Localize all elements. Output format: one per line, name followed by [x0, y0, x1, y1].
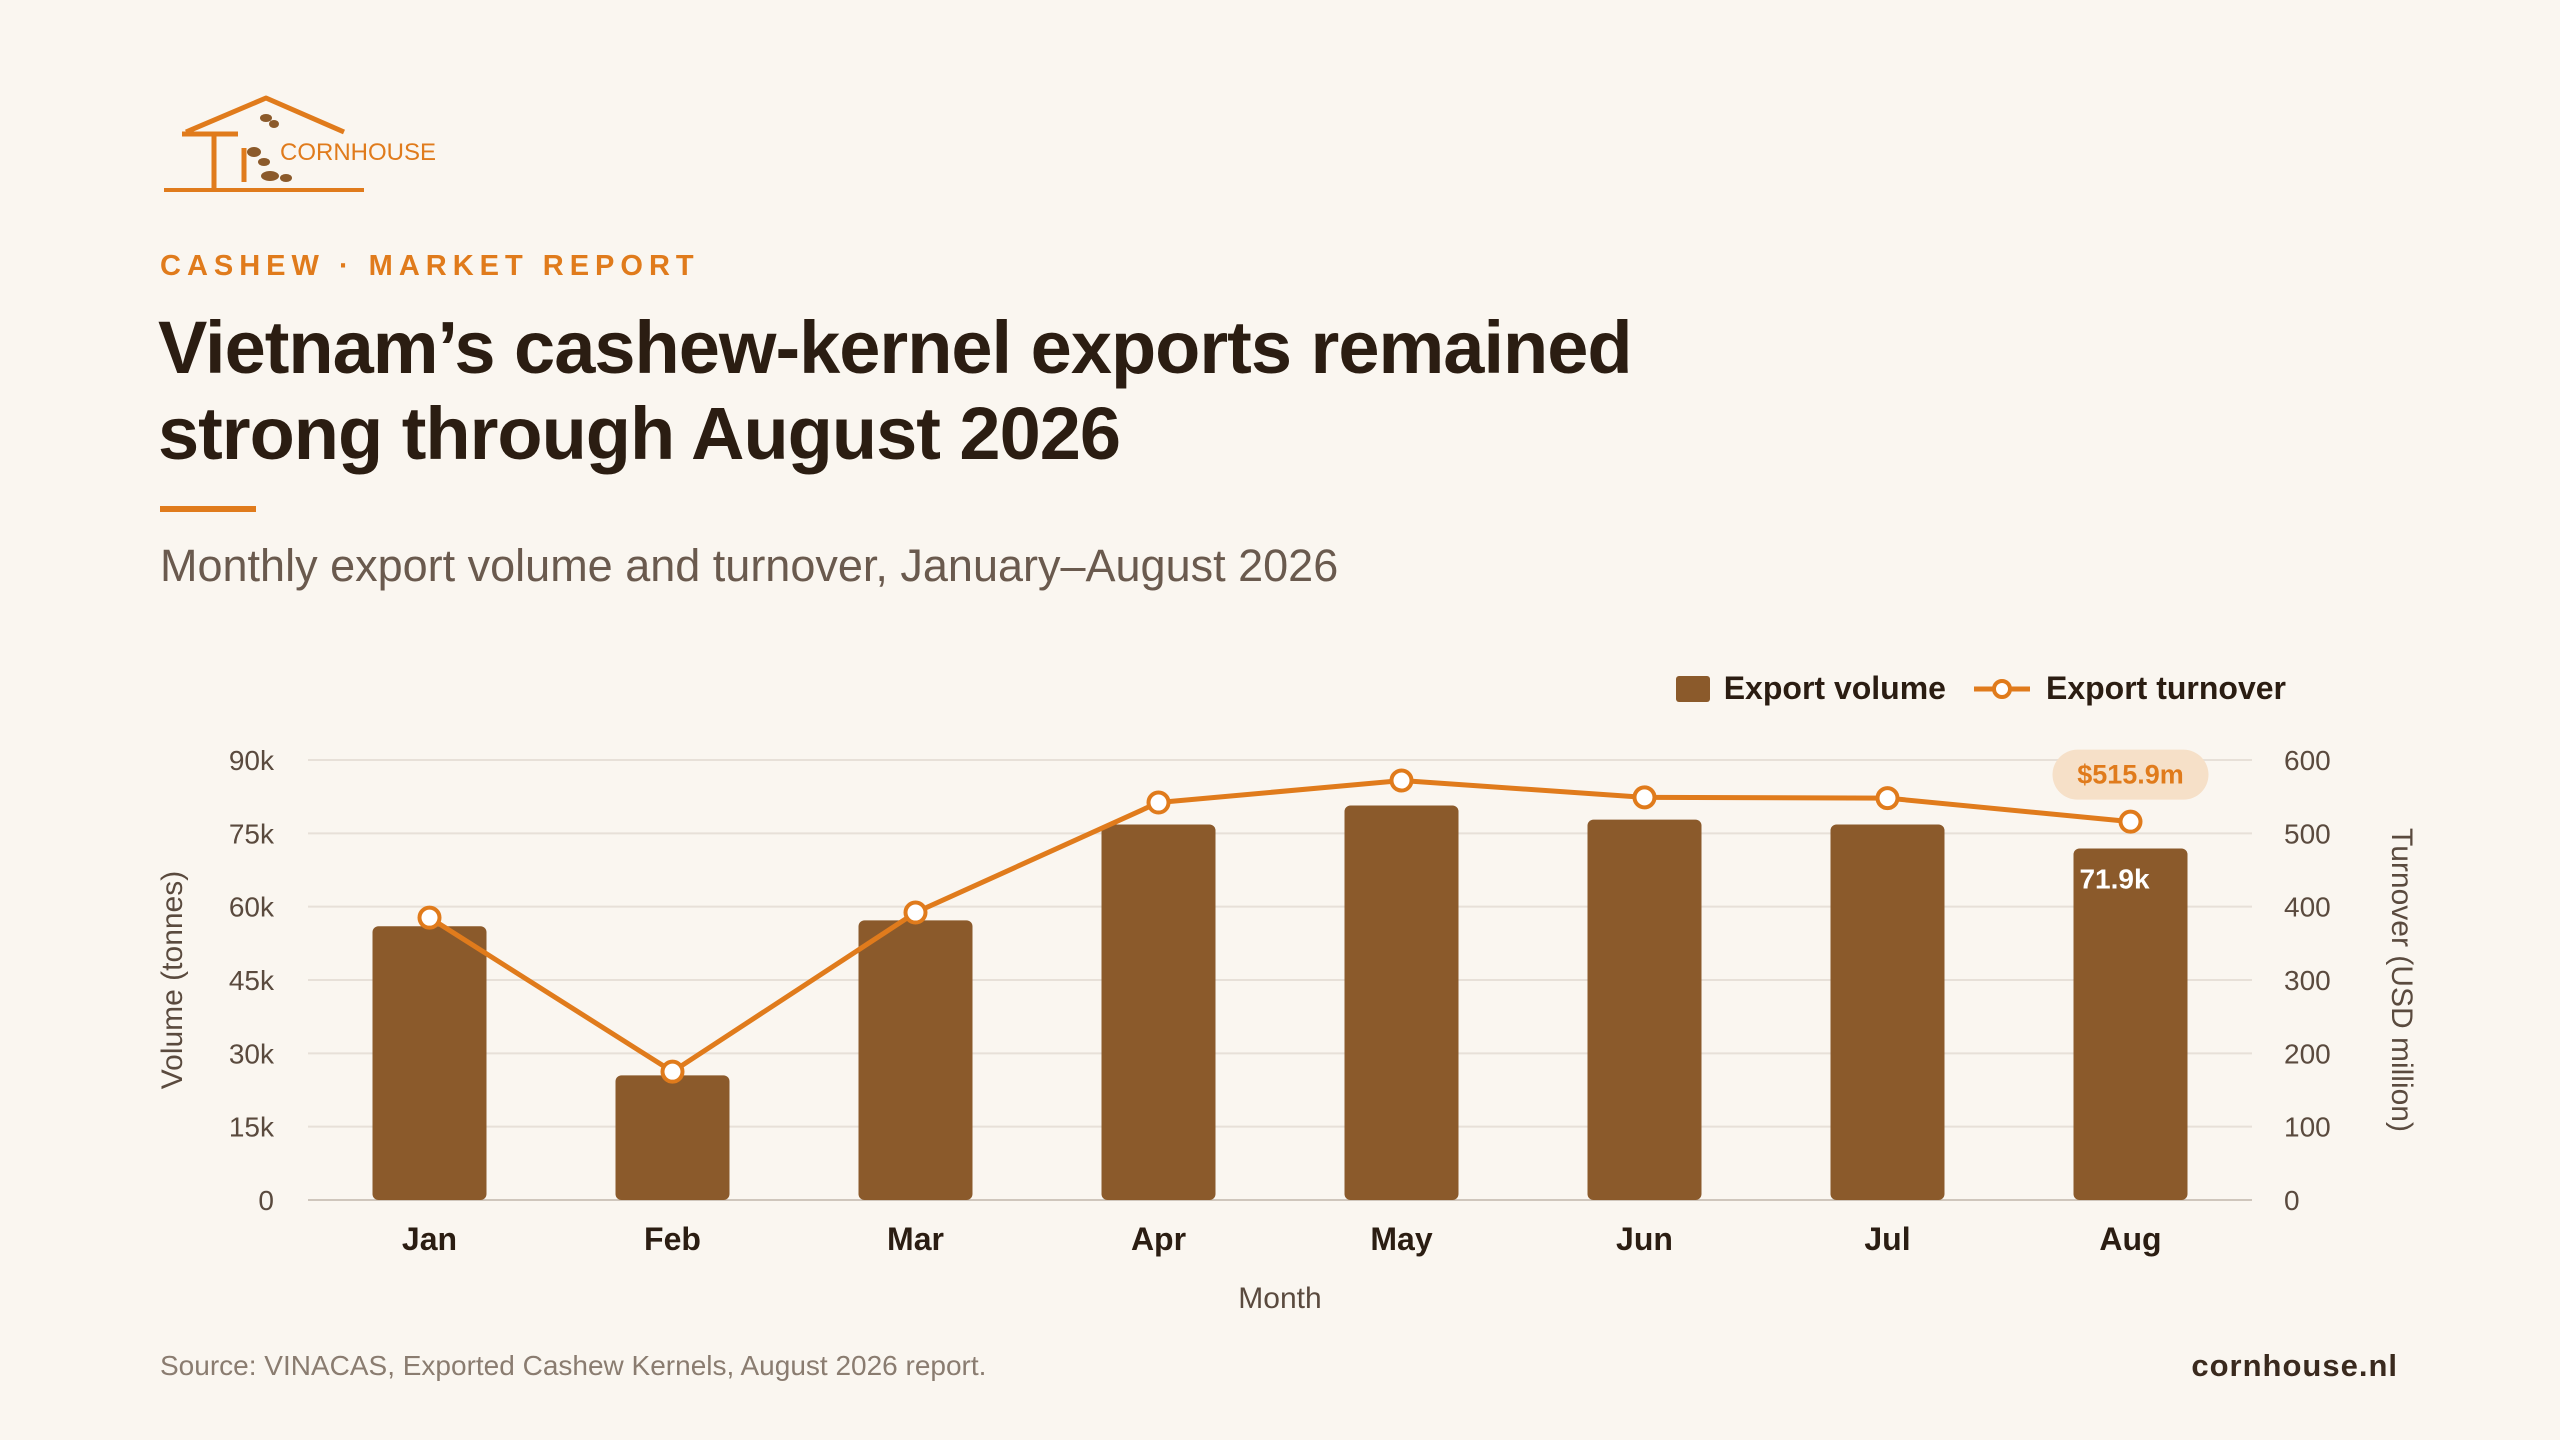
subtitle: Monthly export volume and turnover, Janu… [160, 540, 1339, 591]
turnover-point [1389, 768, 1414, 793]
volume-bar [1344, 805, 1459, 1200]
x-tick-label: Feb [644, 1221, 701, 1257]
volume-bar [1830, 824, 1945, 1200]
volume-bar [1587, 819, 1702, 1200]
volume-bar [2073, 848, 2188, 1200]
source-note: Source: VINACAS, Exported Cashew Kernels… [160, 1350, 987, 1381]
page-title: Vietnam’s cashew-kernel exports remained… [158, 306, 1633, 475]
x-axis-title: Month [1238, 1282, 1321, 1315]
volume-bar [615, 1075, 730, 1200]
turnover-point [1875, 786, 1900, 811]
y2-tick-label: 0 [2284, 1185, 2300, 1216]
legend-bar-swatch [1675, 675, 1710, 702]
x-tick-label: Aug [2099, 1221, 2161, 1257]
volume-bar [858, 920, 973, 1200]
turnover-point [660, 1059, 685, 1084]
y-tick-label: 0 [258, 1185, 274, 1216]
legend-item-volume: Export volume [1675, 670, 1946, 707]
y2-tick-label: 300 [2284, 965, 2331, 996]
x-tick-label: May [1370, 1221, 1432, 1257]
y2-tick-label: 200 [2284, 1038, 2331, 1069]
volume-bar [372, 926, 487, 1200]
turnover-point [2118, 809, 2143, 834]
chart-legend: Export volume Export turnover [1675, 670, 2286, 707]
y-tick-label: 30k [229, 1038, 275, 1069]
combo-chart: 0 15k 30k 45k 60k 75k 90k 0 100 200 300 400 500 600 Vo… [156, 745, 2418, 1315]
turnover-label-pill [2052, 749, 2209, 800]
turnover-point [903, 900, 928, 925]
cornhouse-logo: CORNHOUSE [164, 95, 436, 192]
y-tick-label: 90k [229, 745, 275, 776]
volume-data-label: 71.9k [2079, 863, 2149, 894]
volume-bar [1101, 824, 1216, 1200]
y-tick-label: 60k [229, 892, 275, 923]
y-tick-label: 45k [229, 965, 275, 996]
x-tick-label: Jul [1864, 1221, 1910, 1257]
turnover-data-label: $515.9m [2077, 760, 2184, 790]
y2-axis-title: Turnover (USD million) [2385, 828, 2418, 1132]
kicker: CASHEW · MARKET REPORT [160, 250, 700, 282]
turnover-line [428, 778, 2131, 1075]
y2-tick-label: 100 [2284, 1112, 2331, 1143]
x-tick-label: Jan [402, 1221, 457, 1257]
x-tick-label: Jun [1616, 1221, 1673, 1257]
title-rule [160, 506, 256, 512]
legend-label-volume: Export volume [1723, 670, 1946, 706]
logo-text: CORNHOUSE [280, 139, 436, 166]
y-tick-label: 75k [229, 818, 275, 849]
legend-item-turnover: Export turnover [1972, 670, 2286, 707]
y2-tick-label: 500 [2284, 818, 2331, 849]
y-tick-label: 15k [229, 1112, 275, 1143]
legend-label-turnover: Export turnover [2045, 670, 2286, 706]
legend-line-swatch [1973, 678, 2030, 699]
y2-tick-label: 600 [2284, 745, 2331, 776]
turnover-point [417, 905, 442, 930]
turnover-point [1146, 790, 1171, 815]
x-tick-label: Mar [887, 1221, 944, 1257]
x-tick-label: Apr [1131, 1221, 1186, 1257]
y2-tick-label: 400 [2284, 892, 2331, 923]
site-url: cornhouse.nl [2191, 1348, 2398, 1383]
y-axis-title: Volume (tonnes) [156, 871, 189, 1089]
turnover-point [1632, 785, 1657, 810]
